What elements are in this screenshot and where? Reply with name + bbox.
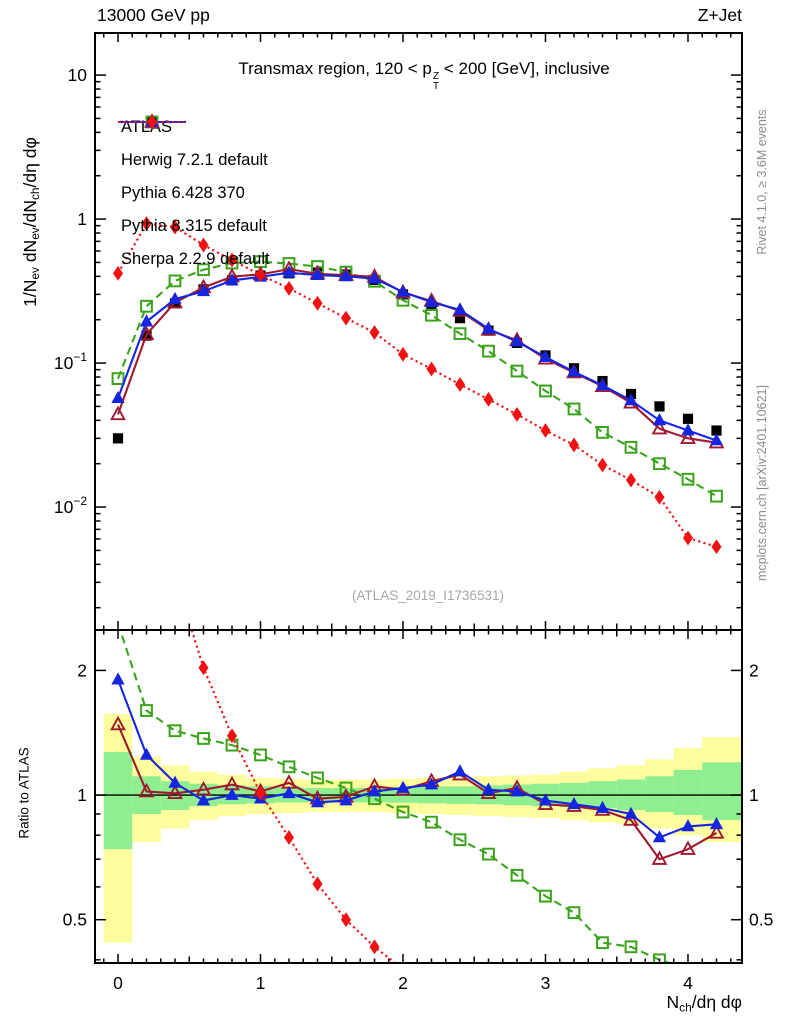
svg-text:1: 1 xyxy=(749,785,759,805)
main-series-pythia-8-315-default xyxy=(111,265,724,446)
svg-text:10−1: 10−1 xyxy=(54,350,87,373)
legend-item-label: Pythia 6.428 370 xyxy=(121,184,245,202)
ratio-series-sherpa-2-2-9-default xyxy=(190,630,404,963)
main-series-sherpa-2-2-9-default xyxy=(112,216,722,555)
band-green-bin xyxy=(103,752,133,850)
header-process: Z+Jet xyxy=(697,5,742,25)
band-green-bin xyxy=(673,769,703,816)
ratio-series-pythia-8-315-default xyxy=(111,672,724,843)
svg-text:3: 3 xyxy=(541,973,551,993)
svg-text:0.5: 0.5 xyxy=(63,910,87,930)
svg-text:1: 1 xyxy=(77,785,87,805)
legend-item: Pythia 8.315 default xyxy=(112,114,270,243)
ratio-uncertainty-bands xyxy=(103,713,742,943)
side-text-mcplots: mcplots.cern.ch [arXiv:2401.10621] xyxy=(755,385,769,581)
header-beam-energy: 13000 GeV pp xyxy=(97,5,210,25)
svg-text:2: 2 xyxy=(77,660,87,680)
legend-item-label: Sherpa 2.2.9 default xyxy=(121,250,270,268)
x-axis-label: Nch/dη dφ xyxy=(666,992,742,1015)
legend-marker-diamond xyxy=(118,114,186,130)
svg-text:10−2: 10−2 xyxy=(54,494,87,517)
svg-text:0.5: 0.5 xyxy=(749,910,773,930)
legend-item-label: Pythia 8.315 default xyxy=(121,217,267,235)
y-axis-label-main: 1/Nev dNev/dNch/dη dφ xyxy=(19,137,43,307)
legend: ATLAS Herwig 7.2.1 default Pythia 6.428 37… xyxy=(112,111,270,276)
band-green-bin xyxy=(702,762,742,821)
legend-item-label: Herwig 7.2.1 default xyxy=(121,151,268,169)
axis-ticks xyxy=(95,33,742,963)
legend-item: Herwig 7.2.1 default xyxy=(112,115,270,177)
watermark-analysis-id: (ATLAS_2019_I1736531) xyxy=(351,588,505,603)
main-series-herwig-7-2-1-default xyxy=(111,255,723,503)
svg-text:1: 1 xyxy=(256,973,266,993)
svg-text:2: 2 xyxy=(398,973,408,993)
svg-text:10: 10 xyxy=(68,65,88,85)
panel-frame xyxy=(94,629,743,964)
band-green-bin xyxy=(645,776,674,813)
svg-text:0: 0 xyxy=(113,973,123,993)
y-axis-label-ratio: Ratio to ATLAS xyxy=(16,747,32,839)
svg-text:1: 1 xyxy=(77,209,87,229)
svg-text:2: 2 xyxy=(749,660,759,680)
svg-text:4: 4 xyxy=(683,973,693,993)
side-text-rivet: Rivet 4.1.0, ≥ 3.6M events xyxy=(755,109,769,255)
legend-item: Sherpa 2.2.9 default xyxy=(112,114,270,276)
legend-item: Pythia 6.428 370 xyxy=(112,113,270,210)
